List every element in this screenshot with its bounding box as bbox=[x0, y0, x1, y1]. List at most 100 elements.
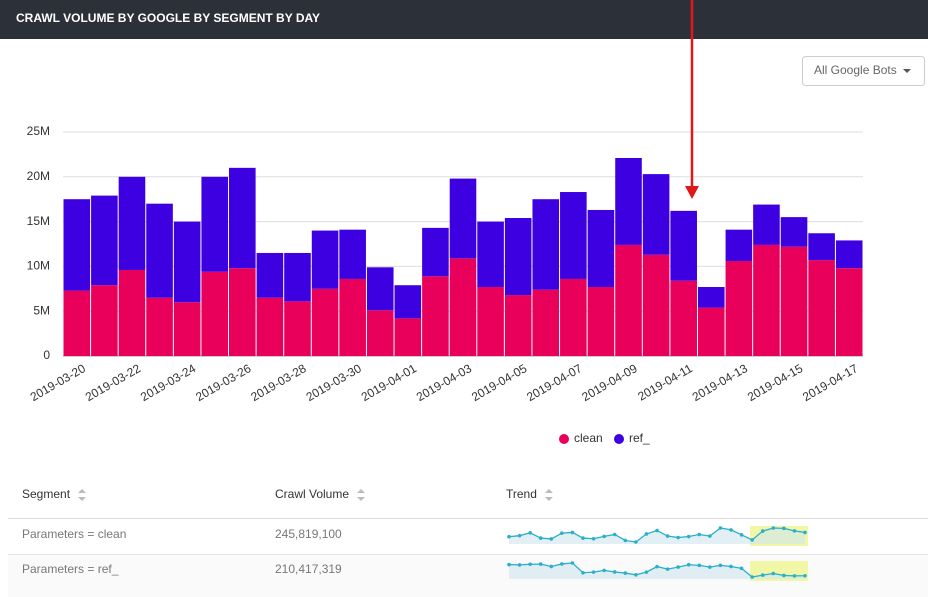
chart: 05M10M15M20M25M2019-03-202019-03-222019-… bbox=[27, 124, 863, 445]
trend-point bbox=[602, 568, 606, 573]
trend-point bbox=[591, 536, 596, 541]
trend-point bbox=[739, 533, 744, 537]
trend-point bbox=[538, 562, 543, 566]
trend-point bbox=[560, 531, 564, 535]
trend-point bbox=[729, 528, 733, 532]
trend-point bbox=[718, 563, 723, 568]
x-tick-label: 2019-04-03 bbox=[414, 361, 474, 404]
trend-point bbox=[591, 570, 596, 574]
sort-icon[interactable] bbox=[544, 489, 553, 501]
bar-segment bbox=[725, 229, 753, 262]
trend-point bbox=[602, 534, 606, 539]
bar-segment bbox=[477, 287, 504, 356]
x-tick-label: 2019-03-26 bbox=[193, 361, 253, 404]
bar-segment bbox=[201, 176, 229, 272]
bar-segment bbox=[808, 260, 835, 356]
bar-segment bbox=[422, 227, 449, 277]
trend-point bbox=[507, 562, 511, 567]
trend-point bbox=[718, 526, 723, 530]
trend-point bbox=[644, 570, 649, 574]
bar-segment bbox=[615, 157, 642, 245]
bar-segment bbox=[697, 287, 725, 308]
bar-segment bbox=[63, 199, 91, 291]
trend-point bbox=[771, 571, 776, 576]
trend-point bbox=[528, 562, 532, 567]
trend-point bbox=[644, 532, 649, 536]
bar-segment bbox=[229, 167, 256, 269]
bar-segment bbox=[504, 218, 532, 296]
x-tick-label: 2019-04-09 bbox=[579, 361, 639, 404]
trend-point bbox=[708, 534, 712, 538]
table: Segment Crawl Volume Trend Parameters = cle… bbox=[8, 487, 928, 597]
filter-dropdown[interactable] bbox=[802, 56, 925, 86]
bar-segment bbox=[118, 269, 146, 356]
trend-point bbox=[771, 526, 776, 530]
table-cell: 210,417,319 bbox=[275, 562, 342, 576]
bar-segment bbox=[63, 290, 91, 356]
legend-swatch bbox=[559, 434, 569, 444]
legend-label: clean bbox=[574, 431, 603, 445]
x-tick-label: 2019-04-05 bbox=[469, 361, 529, 404]
trend-point bbox=[686, 562, 691, 567]
x-tick-label: 2019-04-13 bbox=[690, 361, 750, 404]
bar-segment bbox=[229, 268, 256, 356]
column-header: Segment bbox=[22, 487, 71, 501]
trend-point bbox=[729, 564, 733, 569]
bar-segment bbox=[670, 210, 697, 281]
y-tick-label: 0 bbox=[43, 348, 50, 362]
trend-point bbox=[634, 540, 638, 544]
y-tick-label: 15M bbox=[27, 214, 50, 228]
trend-point bbox=[697, 532, 702, 537]
bar-segment bbox=[808, 233, 835, 261]
x-tick-label: 2019-03-22 bbox=[83, 361, 143, 404]
y-tick-label: 25M bbox=[27, 124, 50, 138]
y-tick-label: 10M bbox=[27, 259, 50, 273]
bar-segment bbox=[256, 252, 284, 298]
trend-point bbox=[612, 532, 617, 537]
trend-point bbox=[517, 563, 522, 567]
header-bar bbox=[0, 0, 928, 39]
bar-segment bbox=[394, 318, 422, 356]
trend-point bbox=[792, 574, 797, 578]
trend-point bbox=[612, 570, 617, 574]
trend-point bbox=[560, 562, 564, 566]
trend-point bbox=[665, 567, 670, 571]
trend-point bbox=[708, 565, 712, 569]
trend-point bbox=[665, 534, 670, 538]
bar-segment bbox=[201, 271, 229, 356]
trend-point bbox=[655, 528, 659, 533]
x-tick-label: 2019-04-01 bbox=[359, 361, 419, 404]
table-cell: Parameters = ref_ bbox=[22, 562, 119, 576]
bar-segment bbox=[256, 297, 284, 356]
trend-point bbox=[623, 571, 628, 575]
column-header: Crawl Volume bbox=[275, 487, 349, 501]
bar-segment bbox=[146, 203, 173, 298]
sort-icon[interactable] bbox=[78, 489, 87, 501]
table-cell: 245,819,100 bbox=[275, 527, 342, 541]
bar-segment bbox=[477, 221, 504, 288]
trend-point bbox=[697, 563, 702, 568]
trend-point bbox=[538, 536, 543, 540]
trend-point bbox=[634, 572, 638, 577]
sort-icon[interactable] bbox=[357, 489, 366, 501]
y-tick-label: 5M bbox=[33, 303, 50, 317]
trend-point bbox=[750, 575, 754, 579]
bar-segment bbox=[284, 252, 311, 302]
bar-segment bbox=[532, 199, 560, 290]
bar-segment bbox=[670, 280, 697, 356]
trend-point bbox=[570, 561, 575, 565]
trend-point bbox=[676, 535, 680, 540]
table-cell: Parameters = clean bbox=[22, 527, 126, 541]
x-tick-label: 2019-03-30 bbox=[304, 361, 364, 404]
bar-segment bbox=[173, 302, 201, 356]
header-title: CRAWL VOLUME BY GOOGLE BY SEGMENT BY DAY bbox=[16, 11, 320, 25]
bar-segment bbox=[560, 192, 587, 279]
filter-label[interactable]: All Google Bots bbox=[814, 63, 897, 77]
bar-segment bbox=[587, 209, 615, 288]
trend-point bbox=[517, 533, 522, 538]
bar-segment bbox=[91, 195, 118, 286]
trend-point bbox=[803, 530, 807, 535]
trend-point bbox=[623, 538, 628, 543]
trend-point bbox=[507, 534, 511, 539]
